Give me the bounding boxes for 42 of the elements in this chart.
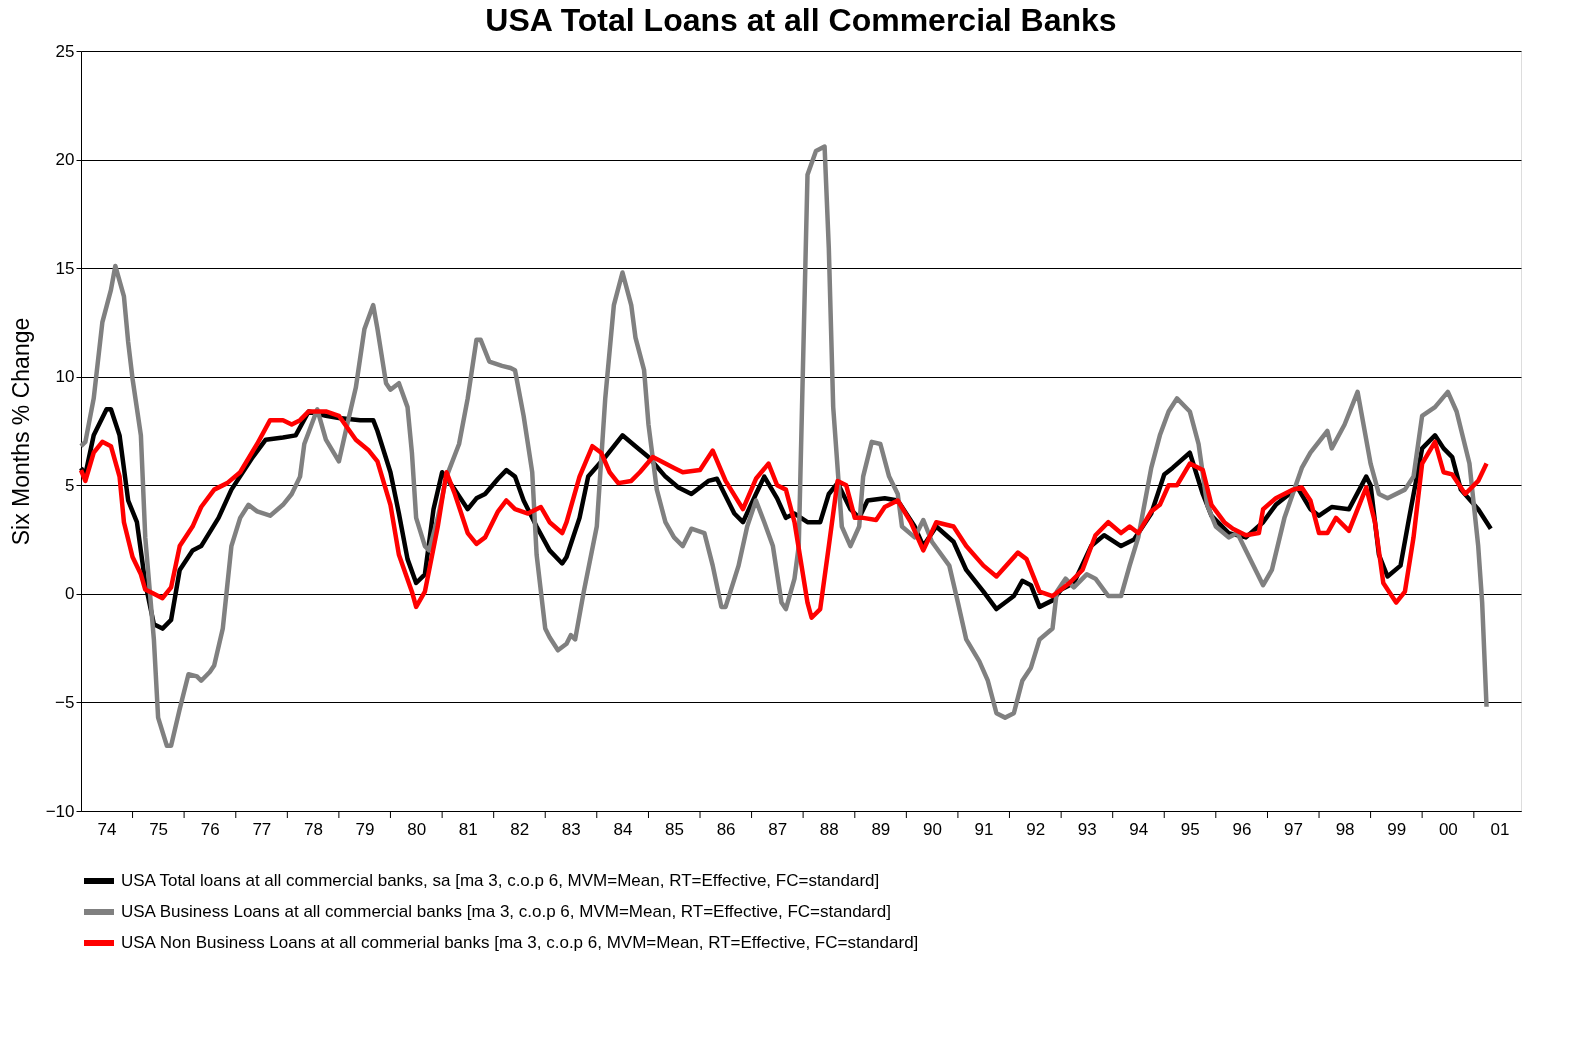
y-tick-label: 15	[55, 258, 75, 278]
x-tick-label: 01	[1490, 819, 1510, 839]
x-tick-label: 83	[561, 819, 581, 839]
y-tick-label: 10	[55, 367, 75, 387]
x-tick-label: 74	[97, 819, 117, 839]
x-tick-label: 96	[1232, 819, 1252, 839]
x-tick-label: 91	[974, 819, 994, 839]
x-tick-label: 94	[1129, 819, 1149, 839]
x-tick-label: 97	[1284, 819, 1304, 839]
x-tick-label: 81	[458, 819, 478, 839]
y-tick-label: −10	[45, 801, 75, 821]
x-tick-label: 76	[200, 819, 220, 839]
x-tick-label: 80	[407, 819, 427, 839]
x-tick-label: 87	[768, 819, 788, 839]
legend-label: USA Non Business Loans at all commerial banks [ma 3, c.o.p 6, MVM=Mean, RT=Effective, FC=standard]	[121, 933, 919, 952]
y-tick-label: 25	[55, 41, 75, 61]
x-tick-label: 89	[871, 819, 891, 839]
x-tick-label: 00	[1438, 819, 1458, 839]
y-tick-label: −5	[55, 692, 75, 712]
chart-title: USA Total Loans at all Commercial Banks	[485, 2, 1117, 38]
y-axis-title: Six Months % Change	[7, 317, 34, 546]
x-tick-label: 98	[1335, 819, 1355, 839]
y-tick-label: 20	[55, 150, 75, 170]
legend-label: USA Business Loans at all commercial banks [ma 3, c.o.p 6, MVM=Mean, RT=Effective, FC=standard]	[121, 902, 891, 921]
x-tick-label: 86	[716, 819, 736, 839]
y-tick-label: 0	[65, 584, 75, 604]
x-tick-label: 78	[303, 819, 323, 839]
x-tick-label: 90	[922, 819, 942, 839]
x-tick-label: 84	[613, 819, 633, 839]
x-tick-label: 92	[1026, 819, 1046, 839]
x-tick-label: 88	[819, 819, 839, 839]
line-series	[78, 144, 1489, 749]
x-tick-label: 85	[665, 819, 684, 839]
x-tick-label: 93	[1077, 819, 1097, 839]
x-tick-label: 77	[252, 819, 272, 839]
y-tick-label: 5	[65, 475, 75, 495]
x-tick-label: 75	[149, 819, 169, 839]
x-tick-label: 95	[1180, 819, 1200, 839]
legend-label: USA Total loans at all commercial banks, sa [ma 3, c.o.p 6, MVM=Mean, RT=Effective, FC=standard]	[121, 871, 880, 890]
x-tick-label: 99	[1387, 819, 1407, 839]
x-tick-label: 79	[355, 819, 375, 839]
x-tick-label: 82	[510, 819, 530, 839]
